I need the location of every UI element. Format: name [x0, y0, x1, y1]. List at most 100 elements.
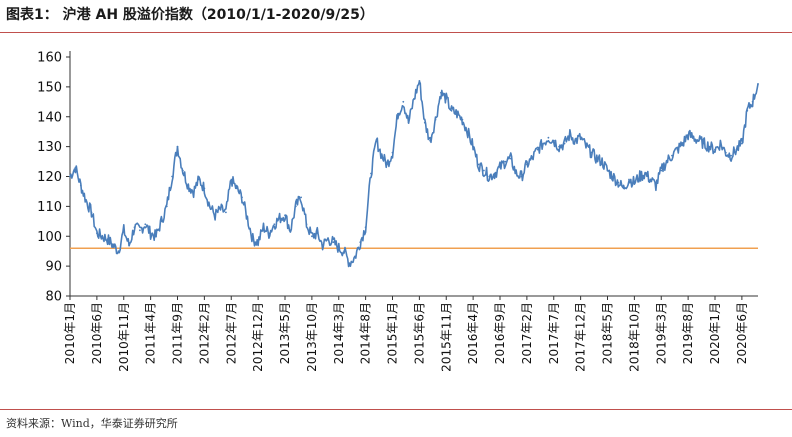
data-point — [208, 205, 211, 208]
data-point — [461, 118, 464, 121]
data-point — [225, 211, 227, 214]
data-point — [305, 223, 308, 226]
data-point — [574, 139, 577, 142]
data-point — [724, 151, 727, 154]
data-point — [612, 175, 614, 178]
data-point — [638, 175, 641, 178]
data-point — [676, 148, 679, 151]
x-tick-label: 2014年8月 — [359, 302, 373, 364]
title-rule — [0, 32, 792, 33]
data-point — [300, 196, 302, 199]
data-point — [273, 223, 276, 226]
data-point — [617, 181, 620, 184]
data-point — [552, 139, 555, 142]
data-point — [380, 154, 383, 157]
data-point — [590, 151, 593, 154]
data-point — [268, 232, 270, 235]
data-point — [311, 235, 313, 238]
data-point — [117, 250, 120, 253]
data-point — [187, 184, 190, 187]
data-point — [241, 196, 243, 199]
data-point — [585, 145, 587, 148]
data-point — [246, 217, 249, 220]
data-point — [703, 142, 706, 145]
data-point — [316, 232, 319, 235]
figure-title: 图表1： 沪港 AH 股溢价指数（2010/1/1-2020/9/25） — [6, 7, 374, 23]
data-point — [606, 169, 609, 172]
data-point — [397, 112, 399, 115]
data-point — [741, 142, 743, 145]
data-point — [681, 142, 684, 145]
x-tick-label: 2020年6月 — [735, 302, 749, 364]
data-point — [343, 250, 345, 253]
data-point — [332, 241, 335, 244]
source-rule — [0, 409, 792, 410]
data-point — [386, 163, 388, 166]
y-tick-label: 150 — [37, 80, 62, 95]
data-point — [139, 229, 141, 232]
series-line — [69, 80, 759, 268]
x-tick-label: 2010年11月 — [117, 302, 131, 372]
data-point — [547, 136, 550, 139]
x-tick-label: 2018年10月 — [627, 302, 641, 372]
y-tick-label: 110 — [37, 200, 62, 215]
data-point — [746, 109, 749, 112]
data-point — [714, 148, 716, 151]
data-point — [160, 220, 163, 223]
data-point — [466, 130, 469, 133]
data-point — [90, 211, 93, 214]
data-point — [649, 178, 652, 181]
x-tick-label: 2016年9月 — [493, 302, 507, 364]
source-note: 资料来源：Wind，华泰证券研究所 — [6, 417, 178, 430]
data-point — [735, 148, 738, 151]
data-point — [144, 223, 147, 226]
x-tick-label: 2019年3月 — [654, 302, 668, 364]
data-point — [257, 241, 259, 244]
data-point — [413, 97, 415, 100]
data-point — [708, 145, 711, 148]
data-point — [563, 142, 566, 145]
data-point — [375, 139, 378, 142]
data-point — [235, 187, 238, 190]
data-point — [321, 244, 324, 247]
data-point — [698, 139, 700, 142]
y-tick-label: 100 — [37, 230, 62, 245]
data-point — [407, 121, 410, 124]
data-point — [757, 83, 759, 85]
data-point — [69, 175, 71, 178]
data-point — [85, 199, 87, 202]
data-point — [751, 100, 754, 103]
x-tick-label: 2015年11月 — [439, 302, 453, 372]
data-point — [79, 184, 82, 187]
data-point — [230, 178, 233, 181]
data-point — [289, 229, 292, 232]
data-point — [171, 175, 174, 178]
data-point — [579, 136, 582, 139]
data-point — [155, 235, 157, 238]
data-point — [450, 109, 453, 112]
data-point — [101, 235, 104, 238]
x-tick-label: 2013年10月 — [305, 302, 319, 372]
data-point — [520, 175, 523, 178]
data-point — [149, 232, 152, 235]
data-point — [595, 157, 598, 160]
data-point — [327, 238, 329, 241]
data-point — [665, 160, 668, 163]
data-point — [440, 91, 442, 94]
data-point — [483, 169, 485, 172]
data-point — [219, 208, 222, 211]
data-point — [434, 118, 437, 121]
data-point — [348, 262, 351, 264]
data-point — [504, 160, 507, 163]
data-point — [122, 229, 125, 232]
x-tick-label: 2011年4月 — [144, 302, 158, 364]
x-tick-label: 2012年2月 — [197, 302, 211, 364]
x-tick-label: 2012年12月 — [251, 302, 265, 372]
y-tick-label: 160 — [37, 51, 62, 66]
x-tick-label: 2010年1月 — [63, 302, 77, 364]
data-point — [418, 80, 421, 82]
data-point — [601, 160, 603, 163]
data-point — [284, 214, 286, 217]
x-tick-label: 2018年5月 — [601, 302, 615, 364]
data-point — [493, 172, 496, 175]
